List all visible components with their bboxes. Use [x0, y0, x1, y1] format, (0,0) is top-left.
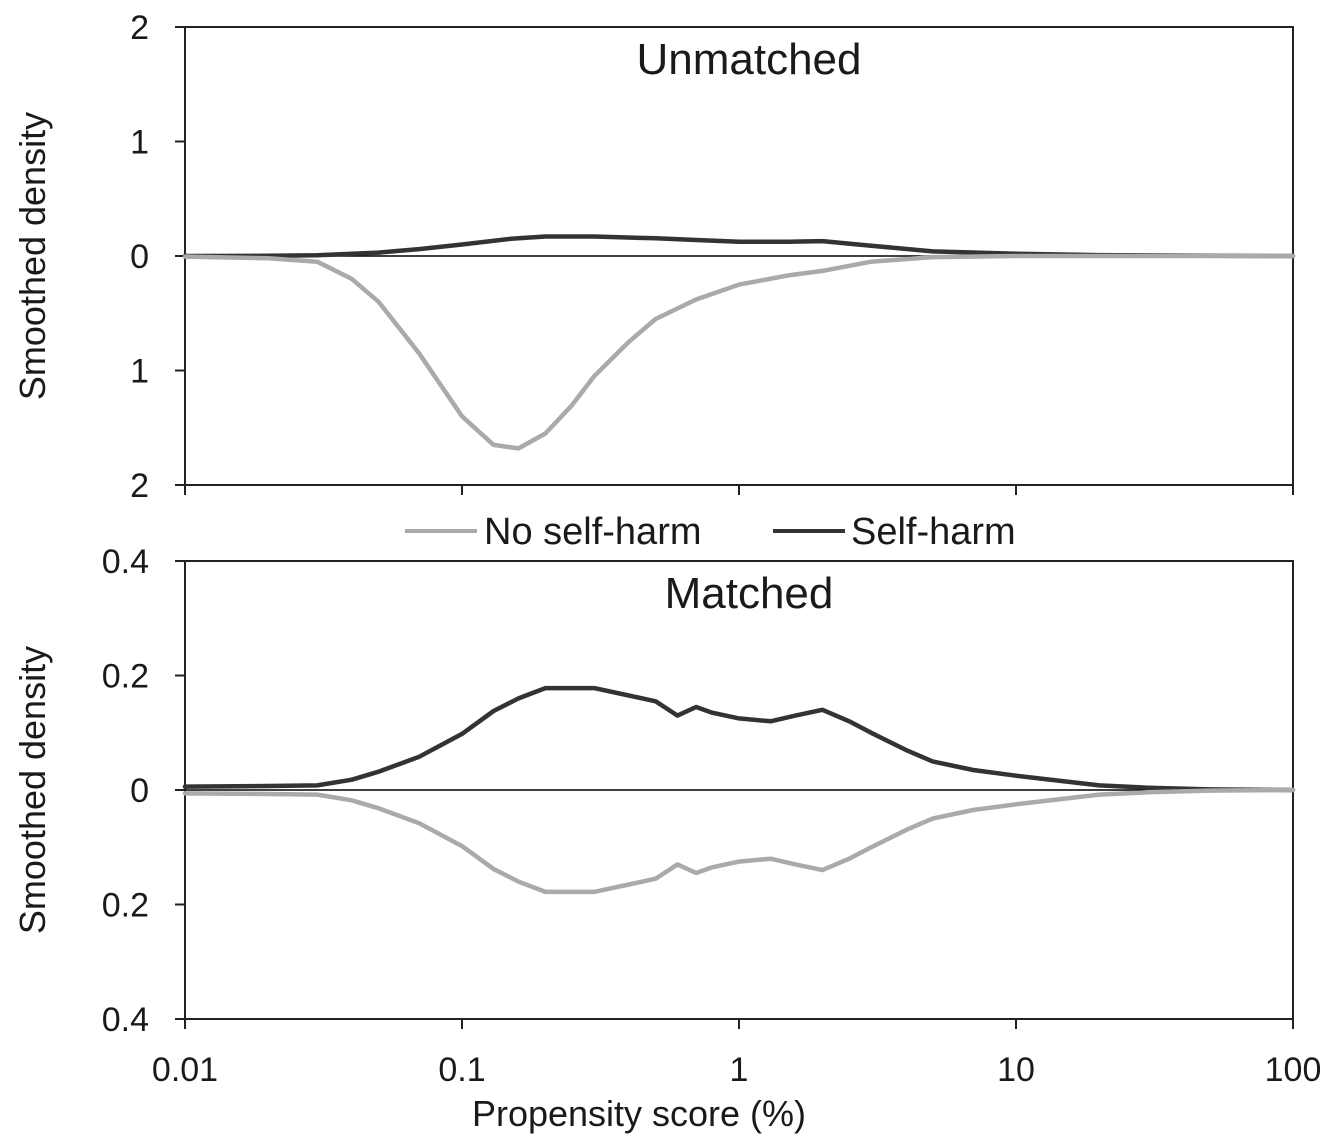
panel-title: Matched [665, 569, 834, 618]
y-tick-label: 2 [130, 467, 149, 505]
x-tick-label: 10 [997, 1051, 1035, 1089]
series-line-self-harm [182, 234, 1296, 259]
x-tick-label: 100 [1265, 1051, 1322, 1089]
y-tick-label: 0.2 [102, 658, 149, 696]
x-tick-label: 1 [730, 1051, 749, 1089]
y-axis-title: Smoothed density [12, 646, 53, 934]
y-tick-label: 2 [130, 9, 149, 47]
series-line-no-self-harm [182, 253, 1296, 451]
series-line-no-self-harm [182, 787, 1296, 895]
panel-title: Unmatched [636, 35, 861, 84]
y-tick-label: 1 [130, 353, 149, 391]
y-tick-label: 0 [130, 772, 149, 810]
y-tick-label: 0 [130, 238, 149, 276]
legend-label-no-self-harm: No self-harm [484, 511, 702, 553]
legend: No self-harm Self-harm [405, 511, 1016, 553]
series-line-self-harm [182, 685, 1296, 793]
y-tick-label: 0.4 [102, 543, 149, 581]
matched-panel: 0.40.200.20.40.01 0.1 1 10 100MatchedSmoothe… [12, 543, 1321, 1134]
y-tick-label: 0.4 [102, 1001, 149, 1039]
x-tick-label: 0.01 [152, 1051, 218, 1089]
unmatched-panel: 2 1 0 1 2 Unmatched Smoothed density [12, 9, 1296, 505]
x-axis-title: Propensity score (%) [472, 1093, 806, 1134]
legend-label-self-harm: Self-harm [851, 511, 1016, 553]
x-tick-label: 0.1 [438, 1051, 485, 1089]
y-axis-title: Smoothed density [12, 112, 53, 400]
y-tick-label: 0.2 [102, 887, 149, 925]
y-tick-label: 1 [130, 124, 149, 162]
